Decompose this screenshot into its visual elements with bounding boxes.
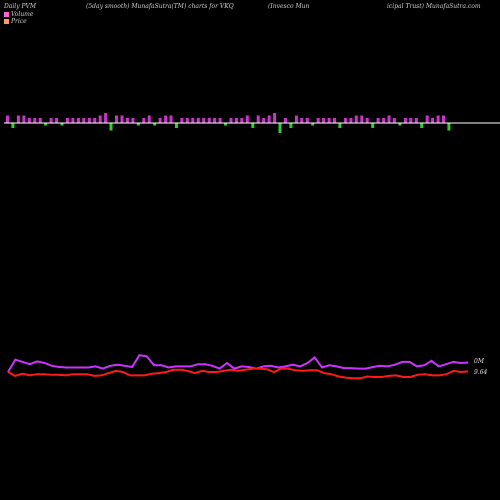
volume-bar [283,118,287,123]
volume-bar [76,118,80,123]
volume-bar [245,115,249,123]
volume-bar [409,118,413,123]
volume-bar [338,123,342,128]
volume-bar [202,118,206,123]
volume-bar [93,118,97,123]
volume-bar [267,115,271,123]
volume-bar [294,115,298,123]
volume-bar [115,115,118,123]
volume-bar [153,123,157,126]
volume-bar [278,123,282,133]
legend-volume: Volume [4,11,33,18]
volume-bar [22,115,26,123]
volume-bar [398,123,402,126]
volume-bar [207,118,211,123]
volume-bar [256,115,260,123]
header-right-b: icipal Trust) MunafaSutra.com [387,3,481,10]
volume-bar [251,123,255,128]
volume-bar [376,118,380,123]
volume-bar [109,123,113,131]
volume-bar [316,118,320,123]
volume-bar [234,118,238,123]
header-right-a: (Invesco Mun [268,3,310,10]
volume-bar [382,118,386,123]
volume-bar [6,115,9,123]
volume-bar [311,123,315,126]
volume-bar [273,113,277,123]
volume-bar [71,118,75,123]
volume-bar [169,115,173,123]
volume-bar [131,118,135,123]
volume-bar [392,118,396,123]
volume-bar [180,118,184,123]
legend-price: Price [4,18,27,25]
volume-bar [136,123,140,126]
volume-bar [27,118,31,123]
volume-bar [436,115,440,123]
volume-bar [360,115,364,123]
volume-bar [44,123,48,126]
volume-bar [229,118,233,123]
volume-bar [224,123,227,126]
volume-bar [403,118,407,123]
volume-bar [442,115,445,123]
volume-bar [185,118,189,123]
volume-bar [387,115,391,123]
volume-bar [414,118,418,123]
volume-bar [147,115,151,123]
volume-bar [98,115,102,123]
volume-bar [142,118,146,123]
volume-bar [49,118,53,123]
price-line [7,367,469,380]
header-middle: (5day smooth) MunafaSutra(TM) charts for… [86,3,234,10]
volume-bar [60,123,64,126]
volume-bar [300,118,304,123]
volume-bar [240,118,244,123]
volume-bar [55,118,59,123]
volume-bar [327,118,331,123]
volume-bar [16,115,20,123]
volume-bar [371,123,375,128]
volume-line [7,354,469,373]
header-left: Daily PVM [4,3,37,10]
volume-bar [420,123,424,128]
volume-bar [196,118,200,123]
volume-bar [425,115,429,123]
volume-bar [175,123,178,128]
volume-bar [158,118,162,123]
volume-bar [305,118,309,123]
volume-bars [6,113,451,133]
volume-bar [191,118,195,123]
volume-bar [289,123,293,128]
volume-bar [447,123,451,131]
legend-volume-swatch [4,12,9,17]
volume-bar [11,123,15,128]
volume-bar [82,118,86,123]
volume-bar [87,118,91,123]
volume-bar [213,118,217,123]
volume-bar [262,118,266,123]
legend-price-label: Price [11,18,27,25]
volume-bar [66,118,69,123]
volume-bar [343,118,347,123]
volume-bar [354,115,358,123]
volume-bar [349,118,353,123]
axis-label-price: 9.64 [474,369,488,376]
axis-label-top: 0M [474,358,484,365]
volume-bar [333,118,336,123]
volume-bar [365,118,369,123]
volume-bar [431,118,435,123]
volume-bar [33,118,37,123]
volume-bar [38,118,42,123]
volume-bar [104,113,108,123]
legend-volume-label: Volume [11,11,34,18]
volume-bar [125,118,129,123]
volume-bar [322,118,326,123]
legend-price-swatch [4,19,9,24]
volume-bar [218,118,222,123]
volume-bar [120,115,124,123]
volume-bar [164,115,168,123]
